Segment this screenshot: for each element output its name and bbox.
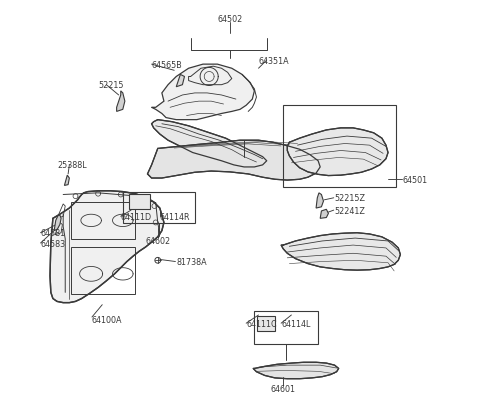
Text: 64114L: 64114L xyxy=(281,319,311,328)
Polygon shape xyxy=(176,75,184,88)
Bar xyxy=(283,106,396,188)
Text: 64581: 64581 xyxy=(40,229,66,237)
Text: 64111D: 64111D xyxy=(121,212,152,221)
Polygon shape xyxy=(320,210,328,219)
Text: 64602: 64602 xyxy=(145,237,170,246)
Text: 64111C: 64111C xyxy=(246,319,277,328)
Polygon shape xyxy=(54,216,61,231)
Text: 64501: 64501 xyxy=(402,176,428,184)
Text: 64502: 64502 xyxy=(217,15,242,24)
Bar xyxy=(123,193,195,224)
Bar xyxy=(72,202,135,239)
Text: 64601: 64601 xyxy=(271,385,296,394)
Text: 64565B: 64565B xyxy=(152,60,182,69)
Text: 52241Z: 52241Z xyxy=(335,206,365,215)
Polygon shape xyxy=(316,193,324,209)
Bar xyxy=(257,316,275,332)
Text: 52215Z: 52215Z xyxy=(335,194,366,203)
Text: 64114R: 64114R xyxy=(160,212,190,221)
Polygon shape xyxy=(281,233,400,271)
Text: 64583: 64583 xyxy=(40,239,66,248)
Bar xyxy=(254,311,318,344)
Text: 52215: 52215 xyxy=(98,81,124,90)
Polygon shape xyxy=(152,120,267,168)
Text: 25388L: 25388L xyxy=(57,161,86,170)
Polygon shape xyxy=(50,191,164,303)
Polygon shape xyxy=(64,176,69,186)
Text: 64351A: 64351A xyxy=(259,57,289,65)
Text: 81738A: 81738A xyxy=(176,257,207,266)
Polygon shape xyxy=(152,65,254,120)
Bar xyxy=(72,247,135,295)
Polygon shape xyxy=(253,362,339,379)
Polygon shape xyxy=(117,92,125,112)
Bar xyxy=(129,194,150,210)
Polygon shape xyxy=(288,128,388,176)
Text: 64100A: 64100A xyxy=(92,315,122,324)
Polygon shape xyxy=(147,141,320,180)
